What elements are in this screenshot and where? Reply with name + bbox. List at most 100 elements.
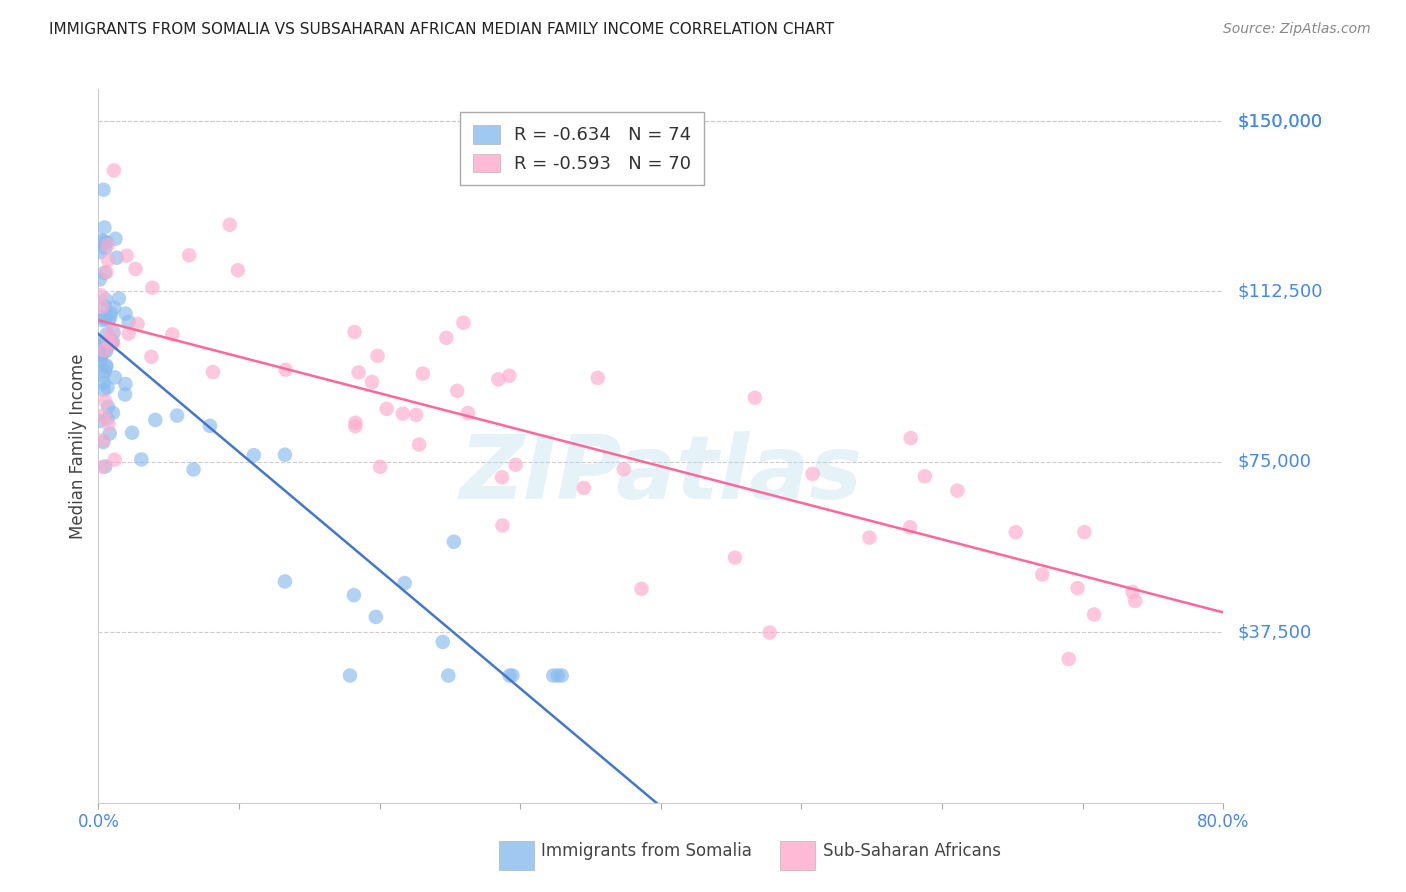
Point — [347, 366, 370, 380]
Point — [124, 262, 146, 277]
Point — [143, 413, 166, 427]
Point — [368, 459, 391, 474]
Text: $150,000: $150,000 — [1237, 112, 1322, 130]
Point — [744, 391, 766, 405]
Point — [405, 408, 427, 422]
Point — [97, 313, 120, 327]
Point — [434, 331, 457, 345]
Text: IMMIGRANTS FROM SOMALIA VS SUBSAHARAN AFRICAN MEDIAN FAMILY INCOME CORRELATION C: IMMIGRANTS FROM SOMALIA VS SUBSAHARAN AF… — [49, 22, 834, 37]
Point — [898, 520, 921, 534]
Point — [724, 550, 747, 565]
Point — [491, 470, 513, 484]
Point — [344, 416, 367, 430]
Point — [91, 233, 114, 247]
Point — [274, 362, 297, 376]
Point — [91, 435, 114, 450]
Point — [391, 407, 413, 421]
Point — [141, 350, 163, 364]
Point — [96, 327, 118, 342]
Point — [93, 235, 115, 249]
Point — [93, 336, 115, 351]
Point — [93, 183, 115, 197]
Point — [94, 394, 117, 409]
Point — [96, 359, 118, 374]
Point — [93, 383, 115, 397]
Point — [412, 367, 434, 381]
Point — [758, 625, 780, 640]
Point — [367, 349, 389, 363]
Point — [91, 300, 114, 314]
Point — [486, 372, 509, 386]
Point — [162, 327, 184, 342]
Text: $112,500: $112,500 — [1237, 283, 1323, 301]
Point — [498, 668, 520, 682]
Point — [100, 306, 122, 320]
Point — [127, 317, 149, 331]
Point — [101, 336, 124, 351]
Point — [97, 417, 120, 431]
Point — [1057, 652, 1080, 666]
Point — [183, 462, 205, 476]
Point — [104, 370, 127, 384]
Point — [89, 245, 111, 260]
Point — [394, 576, 416, 591]
Point — [91, 368, 114, 383]
Point — [104, 232, 127, 246]
Point — [100, 326, 122, 340]
Point — [453, 316, 475, 330]
Point — [114, 307, 136, 321]
Point — [586, 371, 609, 385]
Point — [89, 414, 111, 428]
Point — [91, 313, 114, 327]
Point — [100, 336, 122, 351]
Point — [91, 433, 114, 447]
Point — [103, 163, 125, 178]
Point — [131, 452, 153, 467]
Point — [90, 348, 112, 362]
Y-axis label: Median Family Income: Median Family Income — [69, 353, 87, 539]
Point — [89, 340, 111, 354]
Point — [94, 344, 117, 359]
Point — [946, 483, 969, 498]
Point — [89, 272, 111, 286]
Point — [115, 249, 138, 263]
Point — [98, 426, 121, 441]
Text: $37,500: $37,500 — [1237, 624, 1312, 641]
Point — [103, 301, 125, 315]
Point — [1123, 594, 1146, 608]
Point — [96, 380, 118, 394]
Point — [117, 326, 139, 341]
Point — [274, 574, 297, 589]
Point — [547, 668, 569, 682]
Point — [141, 280, 163, 294]
Point — [198, 418, 221, 433]
Point — [94, 311, 117, 326]
Point — [243, 448, 266, 462]
Point — [801, 467, 824, 481]
Point — [550, 668, 572, 682]
Point — [91, 409, 114, 423]
Point — [97, 334, 120, 348]
Point — [1121, 585, 1143, 599]
Point — [498, 368, 520, 383]
Point — [343, 325, 366, 339]
Point — [94, 364, 117, 378]
Point — [93, 376, 115, 390]
Point — [179, 248, 201, 262]
Point — [457, 406, 479, 420]
Point — [900, 431, 922, 445]
Point — [502, 668, 524, 682]
Text: ZIPatlas: ZIPatlas — [460, 431, 862, 518]
Point — [89, 348, 111, 362]
Point — [97, 253, 120, 268]
Point — [1083, 607, 1105, 622]
Text: $150,000: $150,000 — [1237, 112, 1322, 130]
Text: Source: ZipAtlas.com: Source: ZipAtlas.com — [1223, 22, 1371, 37]
Point — [108, 292, 131, 306]
Text: Immigrants from Somalia: Immigrants from Somalia — [541, 842, 752, 860]
Point — [166, 409, 188, 423]
Point — [505, 458, 527, 472]
Point — [97, 238, 120, 252]
Point — [344, 419, 367, 434]
Point — [96, 265, 118, 279]
